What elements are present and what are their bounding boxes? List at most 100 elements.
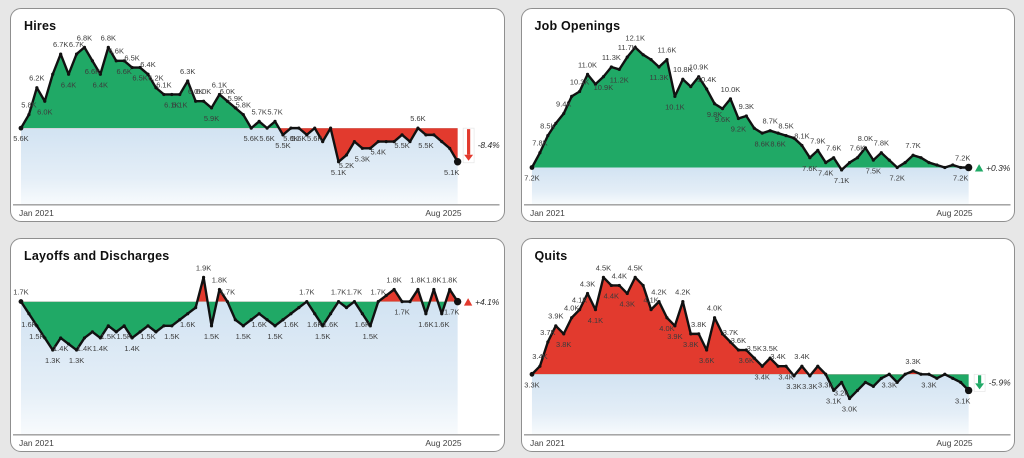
data-point	[194, 99, 198, 103]
data-point	[791, 374, 796, 378]
data-point	[209, 106, 214, 110]
value-label: 4.1K	[571, 296, 586, 305]
data-point	[648, 308, 653, 312]
data-point	[329, 126, 333, 130]
value-label: 1.7K	[13, 287, 28, 296]
data-point	[617, 67, 621, 72]
data-point	[368, 324, 372, 328]
data-point	[432, 133, 436, 137]
change-triangle	[974, 164, 983, 172]
data-point	[297, 126, 301, 130]
data-point	[217, 287, 222, 292]
value-label: 5.4K	[371, 148, 386, 157]
value-label: 6.6K	[116, 67, 131, 76]
value-label: 1.6K	[180, 320, 195, 329]
data-point	[18, 125, 24, 131]
value-label: 1.7K	[331, 287, 346, 296]
data-point	[910, 369, 915, 373]
change-triangle	[463, 298, 473, 306]
data-point	[831, 156, 835, 160]
gain-area	[531, 47, 969, 168]
data-point	[154, 330, 158, 334]
data-point	[625, 55, 629, 59]
job-openings-chart: 7.2K 7.8K 8.5K 9.4K 10.3K 11.0K 10.9K 11.3K 11.2…	[523, 33, 1010, 218]
data-point	[887, 372, 891, 376]
value-label: 7.6K	[825, 144, 840, 153]
data-point	[942, 165, 946, 170]
data-point	[289, 126, 293, 130]
data-point	[942, 372, 946, 376]
value-label: 3.7K	[540, 328, 555, 337]
data-point	[704, 348, 708, 352]
data-point	[823, 372, 827, 376]
data-point	[918, 156, 923, 160]
value-label: 6.8K	[77, 33, 92, 42]
data-point	[114, 330, 118, 334]
value-label: 11.3K	[649, 73, 668, 82]
data-point	[775, 131, 780, 135]
hires-chart: 5.6K5.8K6.2K6.0K6.7K6.4K6.7K6.8K6.6K6.4K…	[12, 33, 501, 218]
data-point	[823, 160, 827, 165]
data-point	[895, 165, 899, 170]
data-point	[752, 126, 756, 130]
value-label: 7.2K	[889, 174, 904, 183]
value-label: 3.6K	[738, 356, 753, 365]
data-point	[305, 133, 309, 137]
data-point	[67, 342, 71, 346]
value-label: 7.1K	[833, 176, 848, 185]
data-point	[664, 316, 669, 320]
value-label: 7.8K	[873, 139, 888, 148]
layoffs-card: Layoffs and Discharges 1.7K 1.6K 1.5K 1.3K 1…	[10, 238, 505, 452]
data-point	[376, 299, 380, 304]
value-label: 6.5K	[132, 74, 147, 83]
value-label: 1.3K	[69, 356, 84, 365]
value-label: 6.1K	[172, 101, 187, 110]
value-label: 3.6K	[698, 356, 713, 365]
data-point	[90, 59, 95, 63]
value-label: 3.8K	[683, 340, 698, 349]
value-label: 6.1K	[212, 80, 227, 89]
value-label: 1.6K	[283, 320, 298, 329]
value-label: 1.8K	[212, 275, 227, 284]
value-label: 5.6K	[13, 134, 28, 143]
data-point	[329, 312, 333, 316]
value-label: 5.1K	[331, 168, 346, 177]
value-label: 6.7K	[69, 40, 84, 49]
value-label: 9.8K	[706, 110, 721, 119]
hires-chart-title: Hires	[24, 19, 57, 33]
value-label: 3.2K	[833, 388, 848, 397]
data-point	[744, 114, 748, 118]
change-label: +4.1%	[475, 297, 500, 307]
data-point	[162, 324, 166, 328]
value-label: 1.5K	[29, 332, 44, 341]
value-label: 5.5K	[275, 141, 290, 150]
data-point	[313, 312, 317, 316]
data-point	[895, 380, 899, 384]
gain-area	[531, 374, 969, 399]
data-point	[601, 75, 605, 79]
data-point	[178, 92, 182, 97]
data-point	[672, 324, 676, 328]
layoffs-chart: 1.7K1.6K1.5K1.3K1.4K1.3K1.4K 1.4K1.5K 1.5K…	[12, 263, 500, 448]
data-point	[146, 72, 150, 76]
value-label: 6.3K	[180, 67, 195, 76]
change-label: -8.4%	[478, 140, 501, 150]
data-point	[903, 160, 907, 165]
data-point	[847, 396, 851, 401]
data-point	[783, 364, 788, 368]
x-axis-end-label: Aug 2025	[936, 438, 972, 448]
data-point	[289, 312, 293, 316]
value-label: 6.0K	[188, 87, 203, 96]
data-point	[225, 299, 229, 304]
value-label: 8.0K	[857, 134, 872, 143]
data-point	[392, 139, 396, 144]
value-label: 10.8K	[673, 65, 693, 74]
data-point	[27, 113, 31, 117]
data-point	[768, 356, 772, 360]
data-point	[712, 102, 716, 106]
data-point	[146, 324, 150, 328]
value-label: 3.4K	[532, 352, 547, 361]
value-label: 1.5K	[236, 332, 251, 341]
data-point	[217, 92, 222, 97]
data-point	[82, 45, 87, 49]
